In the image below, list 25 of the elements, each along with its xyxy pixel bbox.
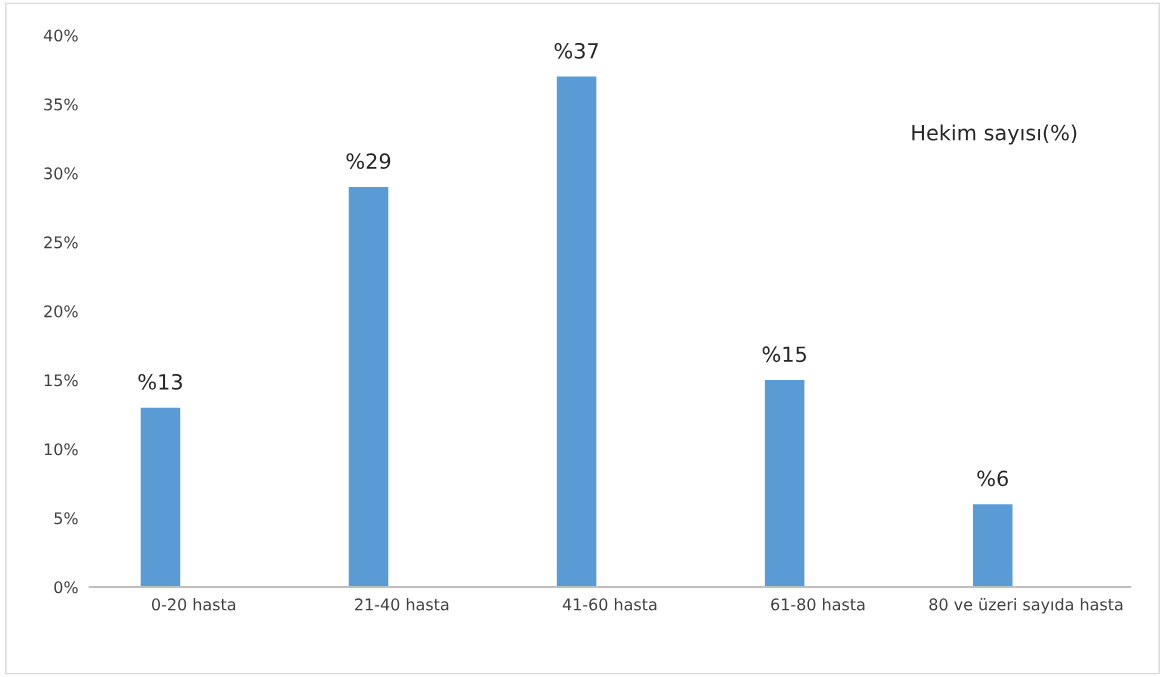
y-tick-label: 20% [44,305,78,318]
bar [140,407,181,587]
bar [764,380,805,587]
bar [348,186,389,587]
y-tick-label: 5% [54,512,78,525]
x-tick-label: 41-60 hasta [562,598,657,611]
x-tick-label: 61-80 hasta [771,598,865,611]
bar [556,76,597,587]
y-tick-label: 15% [44,374,78,387]
y-tick-label: 40% [43,29,78,42]
data-label: %29 [346,153,391,170]
y-tick-label: 30% [44,167,78,180]
y-tick-label: 0% [54,581,78,594]
bar [972,504,1013,587]
x-tick-label: 80 ve üzeri sayıda hasta [929,598,1123,614]
x-tick-label: 21-40 hasta [355,598,449,611]
y-tick-label: 35% [44,98,78,111]
data-label: %15 [762,346,806,363]
annotation: Hekim sayısı(%) [912,124,1077,145]
data-label: %6 [977,470,1008,487]
data-label: %37 [554,42,598,59]
data-label: %13 [138,373,182,390]
y-tick-label: 25% [44,236,78,249]
x-tick-label: 0-20 hasta [151,598,236,611]
y-tick-label: 10% [44,443,78,456]
